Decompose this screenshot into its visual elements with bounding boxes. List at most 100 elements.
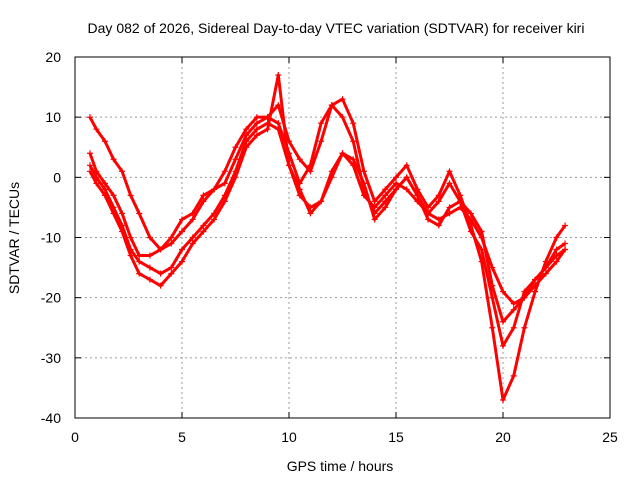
data-point xyxy=(382,192,389,199)
data-point xyxy=(446,168,453,175)
data-point xyxy=(86,150,93,157)
data-point xyxy=(371,216,378,223)
data-point xyxy=(542,270,549,277)
data-point xyxy=(146,276,153,283)
data-point xyxy=(157,246,164,253)
data-point xyxy=(500,288,506,295)
data-point xyxy=(296,186,303,193)
data-point xyxy=(425,216,432,223)
data-point xyxy=(350,120,357,127)
data-point xyxy=(101,192,108,199)
data-point xyxy=(500,342,506,349)
data-point xyxy=(489,294,496,301)
x-tick-label: 15 xyxy=(388,429,404,445)
data-point xyxy=(467,210,474,217)
data-point xyxy=(510,372,517,379)
data-point xyxy=(127,252,134,259)
data-point xyxy=(168,270,175,277)
data-point xyxy=(318,198,325,205)
data-point xyxy=(189,234,196,241)
data-point xyxy=(562,240,569,247)
data-point xyxy=(127,192,134,199)
data-point xyxy=(168,264,175,271)
data-point xyxy=(500,396,506,403)
y-tick-label: -20 xyxy=(41,290,61,306)
y-tick-label: -10 xyxy=(41,230,61,246)
data-point xyxy=(127,234,134,241)
data-point xyxy=(403,186,410,193)
data-point xyxy=(328,102,335,109)
data-point xyxy=(478,246,485,253)
data-point xyxy=(157,270,164,277)
data-point xyxy=(110,210,117,217)
data-point xyxy=(232,174,239,181)
data-point xyxy=(253,120,260,127)
data-point xyxy=(360,168,367,175)
data-point xyxy=(489,264,496,271)
data-point xyxy=(318,138,325,145)
data-point xyxy=(119,210,126,217)
data-point xyxy=(146,252,153,259)
data-point xyxy=(296,156,303,163)
data-point xyxy=(93,180,100,187)
data-point xyxy=(93,168,100,175)
data-point xyxy=(553,246,560,253)
data-point xyxy=(119,168,126,175)
data-point xyxy=(318,120,325,127)
data-point xyxy=(489,282,496,289)
data-point xyxy=(136,258,143,265)
data-point xyxy=(189,210,196,217)
data-point xyxy=(243,144,250,151)
x-tick-label: 0 xyxy=(71,429,79,445)
series-line xyxy=(88,121,567,306)
series-line xyxy=(88,103,566,348)
data-point xyxy=(339,150,346,157)
data-point xyxy=(457,198,464,205)
data-point xyxy=(275,102,282,109)
data-point xyxy=(286,162,292,169)
data-point xyxy=(521,324,528,331)
data-point xyxy=(446,180,453,187)
data-point xyxy=(542,264,549,271)
data-point xyxy=(371,198,378,205)
data-point xyxy=(553,252,560,259)
data-point xyxy=(510,300,517,307)
data-point xyxy=(253,126,260,133)
data-point xyxy=(467,228,474,235)
x-tick-label: 10 xyxy=(281,429,297,445)
data-point xyxy=(403,162,410,169)
data-point xyxy=(221,180,228,187)
x-tick-label: 25 xyxy=(602,429,618,445)
y-tick-label: 0 xyxy=(53,169,61,185)
data-point xyxy=(119,228,126,235)
y-tick-label: 10 xyxy=(45,109,61,125)
x-axis-label: GPS time / hours xyxy=(287,458,394,474)
data-point xyxy=(200,192,207,199)
data-point xyxy=(179,228,185,235)
data-point xyxy=(243,126,250,133)
data-point xyxy=(562,246,569,253)
data-point xyxy=(211,216,218,223)
data-point xyxy=(146,264,153,271)
data-point xyxy=(86,168,93,175)
data-point xyxy=(489,324,496,331)
grid xyxy=(75,57,610,418)
chart-title: Day 082 of 2026, Sidereal Day-to-day VTE… xyxy=(88,20,585,36)
data-point xyxy=(221,198,228,205)
data-point xyxy=(243,132,250,139)
data-point xyxy=(93,126,100,133)
data-point xyxy=(101,186,108,193)
data-point xyxy=(500,318,506,325)
data-point xyxy=(189,216,196,223)
data-point xyxy=(168,240,175,247)
data-point xyxy=(146,234,153,241)
data-point xyxy=(446,204,453,211)
y-tick-label: -30 xyxy=(41,350,61,366)
data-point xyxy=(232,144,239,151)
data-point xyxy=(521,294,528,301)
data-point xyxy=(253,114,260,121)
data-point xyxy=(339,96,346,103)
data-point xyxy=(221,168,228,175)
data-point xyxy=(478,228,485,235)
